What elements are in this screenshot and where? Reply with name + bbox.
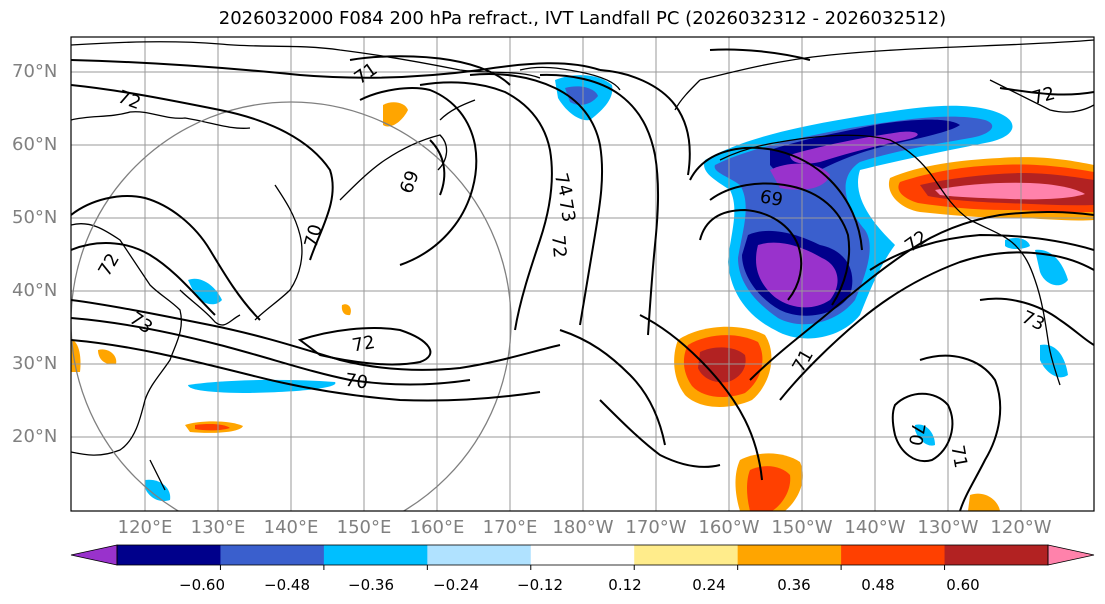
contour-label: 69 (758, 186, 784, 211)
colorbar-swatch (323, 545, 428, 565)
lat-label-60n: 60°N (12, 134, 58, 155)
lat-label-70n: 70°N (12, 61, 58, 82)
colorbar-label: 0.48 (861, 576, 895, 594)
colorbar-label: 0.24 (692, 576, 726, 594)
colorbar-swatch (220, 545, 325, 565)
lon-label-150e: 150°E (336, 517, 392, 538)
contour-label: 70 (344, 370, 370, 394)
lon-label-160w: 160°W (698, 517, 760, 538)
colorbar-swatch (944, 545, 1049, 565)
lon-label-150w: 150°W (771, 517, 833, 538)
lon-label-140e: 140°E (263, 517, 319, 538)
colorbar-swatch (737, 545, 842, 565)
lon-label-130w: 130°W (917, 517, 979, 538)
contours (71, 48, 1094, 511)
lat-label-20n: 20°N (12, 426, 58, 447)
lon-label-160e: 160°E (409, 517, 465, 538)
lon-label-130e: 130°E (190, 517, 246, 538)
colorbar-extend-max (1048, 545, 1094, 565)
contour-label: 72 (547, 234, 570, 259)
lon-label-180w: 180°W (552, 517, 614, 538)
colorbar-swatch (530, 545, 635, 565)
colorbar-swatch (841, 545, 946, 565)
colorbar-label: 0.36 (777, 576, 811, 594)
radius-circle (71, 101, 512, 511)
colorbar-extend-min (71, 545, 117, 565)
lon-label-120e: 120°E (117, 517, 173, 538)
lat-label-40n: 40°N (12, 280, 58, 301)
contour-label: 72 (350, 332, 376, 357)
figure-title: 2026032000 F084 200 hPa refract., IVT La… (218, 8, 947, 29)
colorbar-swatch (117, 545, 221, 565)
colorbar-label: −0.48 (264, 576, 310, 594)
lon-label-120w: 120°W (990, 517, 1052, 538)
contour-label: 70 (904, 421, 929, 447)
contour-label: 71 (946, 444, 971, 470)
coastlines (71, 39, 1094, 491)
colorbar-label: −0.36 (348, 576, 394, 594)
colorbar-swatch (634, 545, 739, 565)
colorbar-label: 0.12 (608, 576, 642, 594)
colorbar-label: −0.12 (517, 576, 563, 594)
colorbar-label: −0.60 (179, 576, 225, 594)
colorbar-label: −0.24 (433, 576, 479, 594)
colorbar-swatch (427, 545, 532, 565)
lat-label-30n: 30°N (12, 353, 58, 374)
map-frame (70, 36, 1095, 512)
lon-label-140w: 140°W (844, 517, 906, 538)
contour-label: 73 (554, 198, 579, 224)
colorbar (70, 544, 1095, 570)
lon-label-170w: 170°W (625, 517, 687, 538)
shaded-anomalies (71, 75, 1094, 511)
graticule (71, 37, 1094, 511)
colorbar-label: 0.60 (946, 576, 980, 594)
lat-label-50n: 50°N (12, 207, 58, 228)
lon-label-170e: 170°E (482, 517, 538, 538)
